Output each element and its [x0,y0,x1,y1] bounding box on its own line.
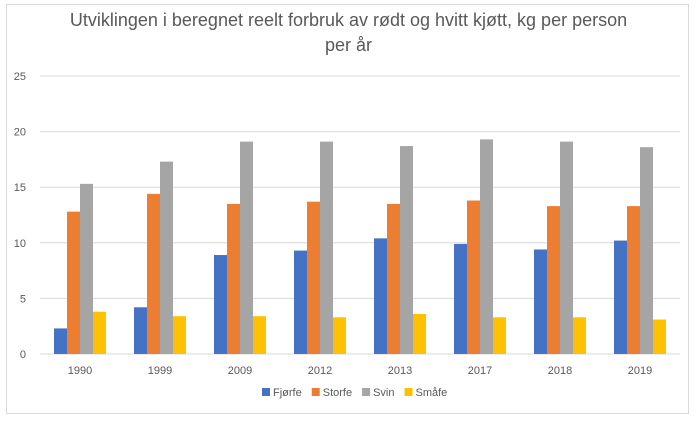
legend: Fjørfe Storfe Svin Småfe [262,387,447,399]
bar-svin-2019 [640,147,653,354]
bar-storfe-2012 [307,201,320,354]
chart-title-line-2: per år [324,35,373,55]
legend-swatch [362,388,371,396]
x-tick-label: 2009 [228,365,252,377]
bar-svin-2013 [400,146,413,354]
bar-fjørfe-1999 [134,307,147,354]
bar-småfe-2019 [653,319,666,354]
bar-storfe-2017 [467,200,480,354]
x-axis: 1990 1999 2009 2012 2013 2017 2018 2019 [68,365,652,377]
y-axis: 0 5 10 15 20 25 [14,71,26,361]
bar-storfe-1990 [67,211,80,354]
legend-swatch [311,388,320,396]
x-tick-label: 2012 [308,365,332,377]
legend-label: Svin [373,387,394,399]
legend-swatch [404,388,413,396]
legend-label: Fjørfe [273,387,302,399]
bar-storfe-2009 [227,203,240,354]
bar-storfe-1999 [147,193,160,354]
x-tick-label: 2019 [628,365,652,377]
bar-småfe-2012 [333,317,346,354]
bar-svin-2012 [320,141,333,354]
bar-fjørfe-2017 [454,243,467,354]
x-tick-label: 1990 [68,365,92,377]
bar-småfe-2017 [493,317,506,354]
bar-fjørfe-1990 [54,328,67,354]
chart-title-line-1: Utviklingen i beregnet reelt forbruk av … [69,10,628,30]
bar-fjørfe-2018 [534,249,547,354]
bar-storfe-2013 [387,203,400,354]
chart-title: Utviklingen i beregnet reelt forbruk av … [0,8,697,58]
legend-label: Storfe [323,387,352,399]
bar-småfe-2009 [253,316,266,354]
bar-småfe-2018 [573,317,586,354]
bar-fjørfe-2019 [614,240,627,354]
x-tick-label: 2013 [388,365,412,377]
x-tick-label: 2018 [548,365,572,377]
bar-svin-2018 [560,141,573,354]
y-tick-label: 20 [14,127,26,139]
bar-fjørfe-2013 [374,238,387,354]
bar-fjørfe-2012 [294,250,307,354]
y-tick-label: 0 [20,349,26,361]
y-tick-label: 25 [14,71,26,83]
bar-fjørfe-2009 [214,255,227,354]
legend-label: Småfe [416,387,448,399]
y-tick-label: 15 [14,182,26,194]
legend-swatch [262,388,270,396]
bar-småfe-1999 [173,316,186,354]
x-tick-label: 2017 [468,365,492,377]
bar-svin-2009 [240,141,253,354]
bar-storfe-2019 [627,206,640,354]
y-tick-label: 5 [20,293,26,305]
bar-svin-1999 [160,161,173,354]
bar-småfe-1990 [93,311,106,354]
x-tick-label: 1999 [148,365,172,377]
bar-svin-2017 [480,139,493,354]
bars [54,139,666,354]
y-tick-label: 10 [14,238,26,250]
bar-svin-1990 [80,183,93,354]
bar-småfe-2013 [413,313,426,354]
bar-storfe-2018 [547,206,560,354]
